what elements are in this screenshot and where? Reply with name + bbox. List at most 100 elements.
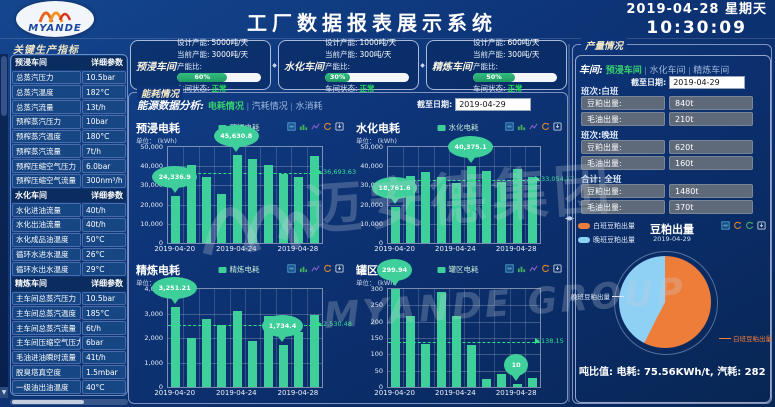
bar-chart-icon[interactable] <box>299 264 308 273</box>
data-view-icon[interactable] <box>287 122 296 131</box>
bar-chart-icon[interactable] <box>517 122 526 131</box>
sidebar-metric-row: 主车间压缩空气压力 6bar <box>12 335 126 350</box>
plant-status-row: 预浸车间 设计产能: 5000吨/天 当前产能: 3000吨/天 产能比: 60% 车间状态:… <box>130 38 567 93</box>
sidebar-metric-row: 循环水进水温度 26°C <box>12 247 126 262</box>
plant-capacity-line: 当前产能: 300吨/天 <box>473 49 562 60</box>
save-image-icon[interactable] <box>335 122 344 131</box>
pie-legend-item[interactable]: 白班豆粕出量 <box>578 221 635 231</box>
capacity-value: 300吨/天 <box>359 49 392 59</box>
save-image-icon[interactable] <box>553 264 562 273</box>
status-value: 正常 <box>211 83 227 93</box>
plant-info: 设计产能: 5000吨/天 当前产能: 3000吨/天 产能比: 60% 车间状态: 正常 <box>177 37 266 94</box>
ratio-line: 产能比: <box>177 61 266 72</box>
energy-tab-1[interactable]: 电耗情况 <box>207 102 244 112</box>
workshop-tab-2[interactable]: 水化车间 <box>649 66 686 76</box>
production-section: 产量情况 车间: 预浸车间 | 水化车间 | 精炼车间 截至日期: 班次:白班豆… <box>571 38 772 404</box>
pie-legend-item[interactable]: 晚班豆粕出量 <box>578 235 635 245</box>
average-arrow-icon <box>535 175 540 182</box>
data-view-icon[interactable] <box>505 122 514 131</box>
sidebar-vertical-scrollbar[interactable]: ▼ <box>0 54 8 398</box>
sidebar-metric-row: 预榨蒸汽温度 180°C <box>12 129 126 144</box>
production-inner-panel <box>575 55 771 403</box>
ratio-label: 产能比: <box>177 61 203 71</box>
plant-capacity-line: 设计产能: 5000吨/天 <box>177 37 266 48</box>
chart-legend[interactable]: 罐区电耗 <box>437 264 479 275</box>
production-date-input[interactable] <box>669 76 746 89</box>
data-view-icon[interactable] <box>721 221 730 230</box>
restore-icon[interactable] <box>323 122 332 131</box>
splitter-handle-icon[interactable]: ◀▶ <box>565 215 575 222</box>
chart-toolbox <box>287 264 344 273</box>
sidebar-section-header: 水化车间 详细参数 <box>12 188 126 203</box>
save-image-icon[interactable] <box>335 264 344 273</box>
metric-label: 循环水进水温度 <box>12 247 81 262</box>
gridline <box>291 147 293 243</box>
bar-2019-04-21 <box>406 175 416 243</box>
sidebar-section-header: 精炼车间 详细参数 <box>12 277 126 291</box>
gridline <box>479 289 481 387</box>
chart-legend[interactable]: 精炼电耗 <box>218 264 260 275</box>
scrollbar-thumb[interactable] <box>12 400 84 404</box>
refresh-icon[interactable] <box>745 221 754 230</box>
save-image-icon[interactable] <box>757 221 766 230</box>
x-axis-tick-label: 2019-04-28 <box>277 245 319 253</box>
gridline <box>464 289 465 387</box>
plot-area <box>387 288 541 388</box>
data-view-icon[interactable] <box>505 264 514 273</box>
legend-swatch <box>578 237 590 243</box>
restore-icon[interactable] <box>323 264 332 273</box>
sidebar-metric-row: 循环水出水温度 29°C <box>12 262 126 277</box>
gridline <box>260 289 262 387</box>
gridline <box>245 289 246 387</box>
energy-date-input[interactable] <box>455 98 532 111</box>
metric-label: 水化成品油温度 <box>12 232 81 247</box>
capacity-progressbar: 60% <box>177 72 261 82</box>
restore-icon[interactable] <box>733 221 742 230</box>
sidebar-horizontal-scrollbar[interactable] <box>10 399 128 405</box>
gridline <box>388 166 540 168</box>
workshop-tab-3[interactable]: 精炼车间 <box>693 66 730 76</box>
energy-tab-3[interactable]: 水消耗 <box>295 102 323 112</box>
data-view-icon[interactable] <box>287 264 296 273</box>
line-chart-icon[interactable] <box>529 122 538 131</box>
chart-legend[interactable]: 水化电耗 <box>437 122 479 133</box>
line-chart-icon[interactable] <box>311 264 320 273</box>
scrollbar-thumb[interactable] <box>1 56 7 116</box>
output-value-box: 370t <box>669 200 753 214</box>
energy-tab-2[interactable]: 汽耗情况 <box>251 102 288 112</box>
bar-chart-icon[interactable] <box>299 122 308 131</box>
average-value-label: 36,693.63 <box>323 167 357 176</box>
scrollbar-down-button[interactable]: ▼ <box>0 387 8 398</box>
gridline <box>509 289 511 387</box>
average-arrow-icon <box>317 168 322 175</box>
line-chart-icon[interactable] <box>529 264 538 273</box>
bar-2019-04-24 <box>232 155 242 243</box>
metric-label: 一级油出油温度 <box>12 380 81 394</box>
gridline <box>494 289 496 387</box>
save-image-icon[interactable] <box>553 122 562 131</box>
section-detail-link[interactable]: 详细参数 <box>91 58 123 68</box>
metric-value: 6bar <box>82 335 126 350</box>
bar-chart-icon[interactable] <box>517 264 526 273</box>
line-chart-icon[interactable] <box>311 122 320 131</box>
sidebar-metric-row: 预榨蒸汽压力 10bar <box>12 114 126 129</box>
gridline <box>198 289 200 387</box>
output-value-box: 1480t <box>669 184 753 198</box>
metric-label: 主车间总蒸汽流量 <box>12 321 81 335</box>
workshop-tab-1[interactable]: 预浸车间 <box>605 66 642 76</box>
restore-icon[interactable] <box>541 264 550 273</box>
metric-value: 40t/h <box>82 218 126 232</box>
restore-icon[interactable] <box>541 122 550 131</box>
logo-text: MYANDE <box>28 23 82 34</box>
gridline <box>306 289 308 387</box>
chart-toolbox <box>287 122 344 131</box>
shift-group-title: 合计: 全班 <box>581 175 622 185</box>
section-name: 预浸车间 <box>15 58 47 68</box>
panel-splitter[interactable] <box>568 44 570 402</box>
section-detail-link[interactable]: 详细参数 <box>91 279 123 289</box>
capacity-label: 当前产能: <box>177 49 210 59</box>
gridline <box>214 289 216 387</box>
ratio-line: 产能比: <box>325 61 414 72</box>
section-detail-link[interactable]: 详细参数 <box>91 190 123 200</box>
shift-group-title: 班次:白班 <box>581 87 619 97</box>
